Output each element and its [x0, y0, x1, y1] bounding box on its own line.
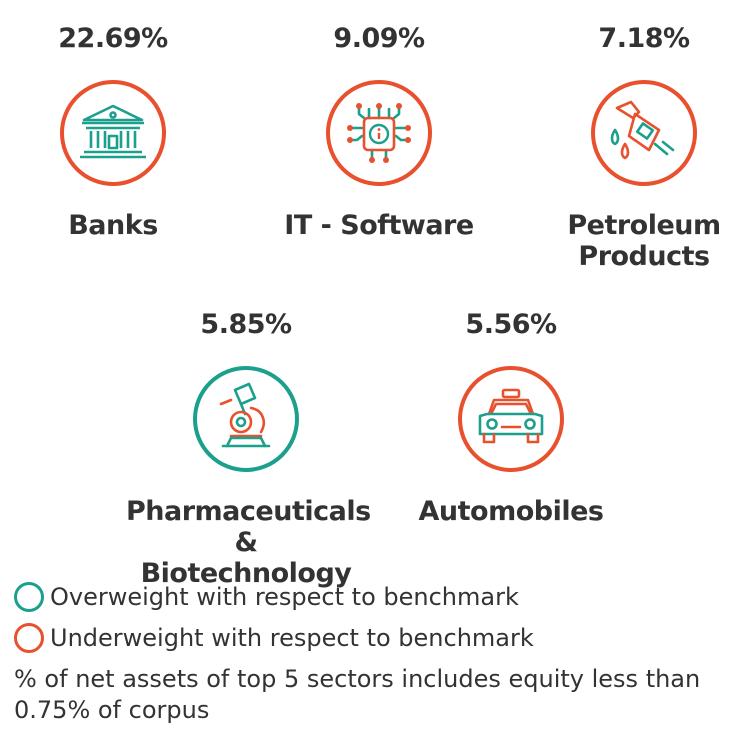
sector-name-line: & Biotechnology [140, 527, 352, 589]
microscope-icon [193, 366, 299, 472]
sector-it-software: 9.09% [259, 22, 499, 241]
sector-percentage: 7.18% [598, 23, 690, 54]
sector-name: Banks [68, 210, 158, 241]
sector-name-line: Products [578, 241, 710, 272]
underweight-swatch [14, 623, 44, 653]
sector-banks: 22.69% Banks [0, 22, 233, 241]
legend-label: Underweight with respect to benchmark [50, 624, 534, 652]
sector-percentage: 5.56% [465, 309, 557, 340]
sector-percentage: 5.85% [200, 309, 292, 340]
sector-name: Automobiles [418, 496, 604, 527]
sector-percentage: 22.69% [58, 23, 168, 54]
sector-pharmaceuticals-biotechnology: 5.85% Pharmaceuticals & Biotechnology [126, 308, 371, 589]
sector-name: IT - Software [284, 210, 474, 241]
legend-label: Overweight with respect to benchmark [50, 583, 519, 611]
overweight-swatch [14, 582, 44, 612]
sector-name-line: Pharmaceuticals [126, 496, 371, 527]
sector-name-line: Petroleum [567, 210, 721, 241]
bank-icon [60, 80, 166, 186]
sector-percentage: 9.09% [333, 23, 425, 54]
legend-underweight: Underweight with respect to benchmark [14, 623, 534, 653]
chip-icon [326, 80, 432, 186]
fuel-nozzle-icon [591, 80, 697, 186]
legend-overweight: Overweight with respect to benchmark [14, 582, 519, 612]
car-icon [458, 366, 564, 472]
sector-automobiles: 5.56% Automobiles [391, 308, 631, 527]
sector-petroleum-products: 7.18% Petroleum Products [524, 22, 750, 272]
footnote: % of net assets of top 5 sectors include… [14, 665, 701, 724]
